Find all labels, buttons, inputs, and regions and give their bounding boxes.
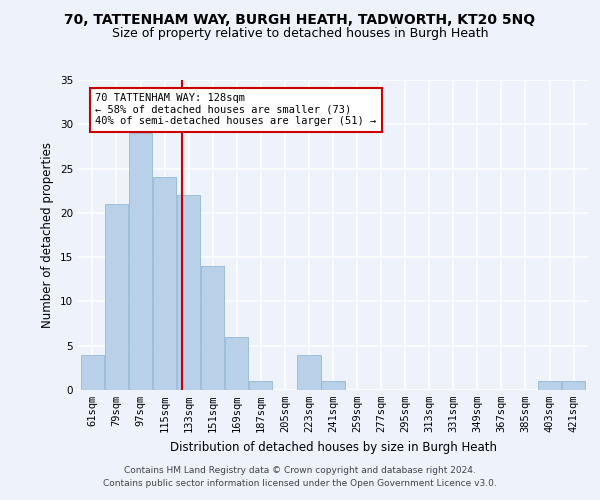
Bar [105,204,128,390]
Text: Size of property relative to detached houses in Burgh Heath: Size of property relative to detached ho… [112,28,488,40]
X-axis label: Distribution of detached houses by size in Burgh Heath: Distribution of detached houses by size … [170,440,497,454]
Bar [153,178,176,390]
Text: Contains HM Land Registry data © Crown copyright and database right 2024.
Contai: Contains HM Land Registry data © Crown c… [103,466,497,487]
Bar [538,381,561,390]
Bar [249,381,272,390]
Bar [562,381,585,390]
Bar [225,337,248,390]
Text: 70, TATTENHAM WAY, BURGH HEATH, TADWORTH, KT20 5NQ: 70, TATTENHAM WAY, BURGH HEATH, TADWORTH… [64,12,536,26]
Bar [81,354,104,390]
Bar [297,354,320,390]
Bar [129,133,152,390]
Bar [201,266,224,390]
Y-axis label: Number of detached properties: Number of detached properties [41,142,55,328]
Bar [177,195,200,390]
Bar [322,381,344,390]
Text: 70 TATTENHAM WAY: 128sqm
← 58% of detached houses are smaller (73)
40% of semi-d: 70 TATTENHAM WAY: 128sqm ← 58% of detach… [95,94,376,126]
